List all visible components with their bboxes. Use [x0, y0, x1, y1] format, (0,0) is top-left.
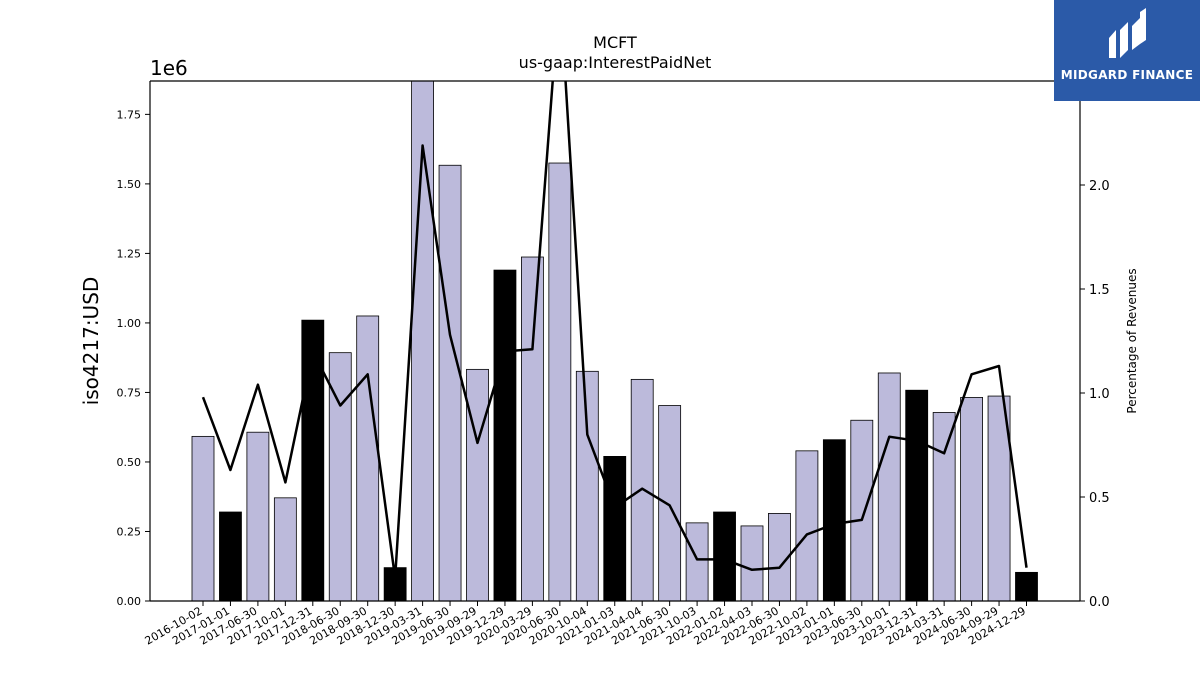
bar-2017-06-30: [246, 431, 270, 601]
bar-2024-06-30: [960, 397, 983, 601]
bar-2024-03-31: [932, 412, 956, 601]
bar-2024-12-29: [1015, 571, 1038, 601]
bar-2019-06-30: [438, 164, 462, 601]
y-tick-label: 1.50: [117, 178, 142, 191]
y2-tick-label: 0.0: [1089, 595, 1110, 610]
bar-2019-03-31: [411, 81, 435, 601]
y-tick-label: 0.75: [117, 386, 142, 399]
y-multiplier-label: 1e6: [150, 56, 188, 80]
bar-2023-01-01: [822, 439, 846, 601]
y-tick-label: 1.00: [117, 317, 142, 330]
bar-2017-01-01: [219, 511, 242, 601]
bar-2020-03-29: [521, 256, 544, 601]
bar-2019-09-29: [466, 368, 489, 601]
bar-2020-06-30: [548, 162, 572, 601]
bar-2022-06-30: [768, 513, 791, 601]
bar-2020-10-04: [575, 370, 599, 601]
y-tick-label: 0.25: [117, 525, 142, 538]
bars-group: [191, 81, 1038, 601]
company-logo: MIDGARD FINANCE: [1054, 0, 1200, 101]
percentage-line: [201, 81, 1028, 580]
y-tick-label: 1.25: [117, 247, 142, 260]
logo-mark-icon: [1109, 8, 1146, 58]
chart-subtitle: us-gaap:InterestPaidNet: [519, 53, 712, 72]
y-tick-label: 0.00: [117, 595, 142, 608]
bar-2021-01-03: [603, 456, 627, 601]
y2-tick-label: 0.5: [1089, 491, 1110, 506]
y2-tick-label: 1.5: [1089, 283, 1110, 298]
chart-title: MCFT: [593, 33, 637, 52]
bar-2021-10-03: [685, 522, 709, 601]
bar-2016-10-02: [191, 435, 215, 601]
bar-2022-04-03: [740, 525, 764, 601]
y-tick-label: 0.50: [117, 456, 142, 469]
y2-tick-label: 1.0: [1089, 387, 1110, 402]
y-tick-label: 1.75: [117, 108, 142, 121]
bar-2018-09-30: [356, 315, 380, 601]
bar-2017-10-01: [273, 497, 297, 601]
bar-2023-06-30: [850, 419, 874, 601]
bar-2023-12-31: [905, 389, 929, 601]
bar-2023-10-01: [877, 372, 901, 601]
bar-2019-12-29: [493, 269, 517, 601]
bar-2021-06-30: [658, 405, 682, 601]
y2-axis-label: Percentage of Revenues: [1125, 268, 1139, 413]
y-axis-label: iso4217:USD: [79, 277, 103, 406]
logo-text: MIDGARD FINANCE: [1060, 68, 1194, 82]
y2-tick-label: 2.0: [1089, 179, 1110, 194]
bar-2022-10-02: [795, 450, 819, 601]
bar-2017-12-31: [301, 319, 325, 601]
bar-2024-09-29: [987, 395, 1011, 601]
bar-2018-06-30: [328, 352, 352, 601]
line-group: [201, 81, 1028, 580]
bar-2022-01-02: [713, 511, 736, 601]
